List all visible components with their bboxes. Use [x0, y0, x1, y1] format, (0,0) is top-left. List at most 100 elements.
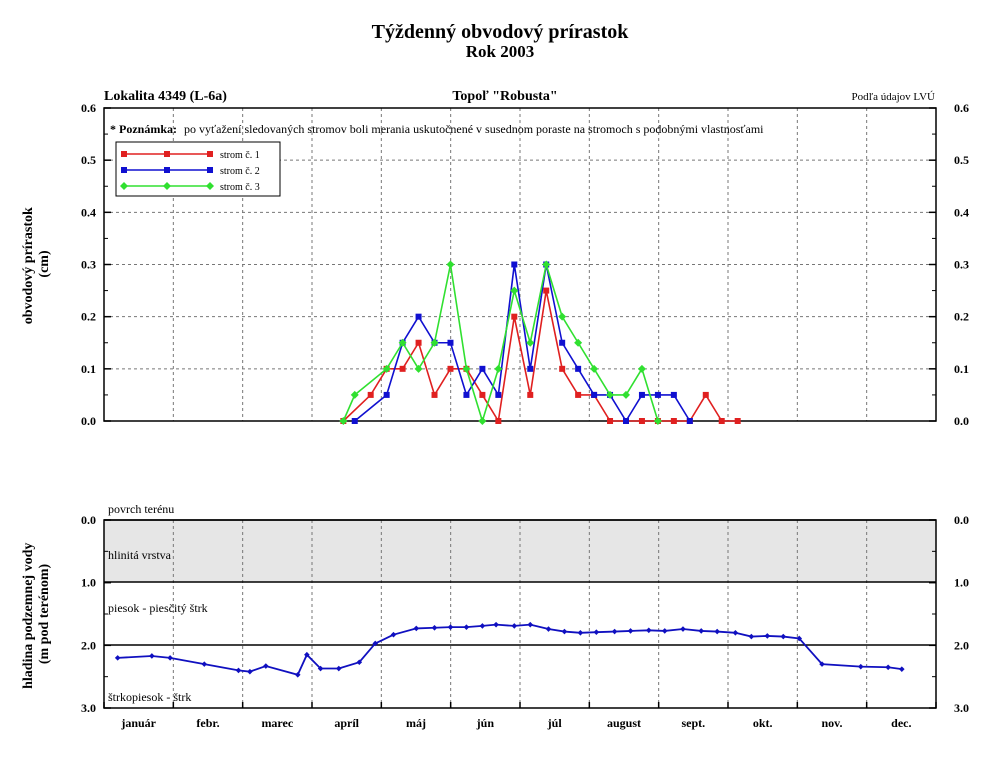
groundwater-point: [247, 668, 253, 675]
month-label: dec.: [891, 716, 911, 730]
groundwater-point: [899, 666, 905, 672]
series-3-point: [478, 417, 487, 425]
y-tick-label-right: 0.2: [954, 310, 969, 324]
series-1-point: [638, 418, 645, 424]
y-tick-label-left: 0.1: [81, 362, 96, 376]
series-2-point: [670, 391, 677, 398]
y-tick-label-left: 0.2: [81, 310, 96, 324]
legend-marker-3: [163, 182, 171, 190]
month-label: febr.: [196, 716, 219, 730]
series-2-point: [575, 365, 582, 372]
legend-marker-2: [207, 167, 213, 173]
series-3-point: [462, 364, 471, 373]
series-1-point: [575, 391, 582, 398]
source-label: Podľa údajov LVÚ: [851, 91, 935, 103]
series-2-point: [654, 391, 661, 398]
tree-type-label: Topoľ "Robusta": [452, 89, 557, 104]
groundwater-point: [577, 630, 584, 636]
groundwater-point: [680, 626, 686, 632]
gravel-label: štrkopiesok - štrk: [108, 690, 191, 704]
legend-marker-2: [164, 167, 170, 173]
groundwater-point: [627, 628, 634, 634]
month-label: máj: [406, 716, 426, 730]
series-2-point: [559, 339, 566, 346]
upper-series: [339, 260, 741, 425]
legend-label-3: strom č. 3: [220, 182, 260, 193]
month-label: okt.: [753, 716, 773, 730]
lower-ylabel-line1: hladina podzemnej vody: [21, 543, 36, 689]
y-tick-label-right: 0.3: [954, 258, 969, 272]
y-tick-label-left: 0.4: [81, 205, 96, 219]
series-1-point: [511, 313, 518, 320]
groundwater-point: [335, 665, 342, 672]
legend-marker-1: [164, 151, 170, 157]
groundwater-point: [611, 628, 618, 635]
groundwater-point: [645, 627, 652, 634]
series-3-point: [494, 364, 503, 373]
groundwater-point: [561, 628, 568, 635]
series-3-point: [382, 364, 391, 373]
groundwater-line: [117, 623, 902, 676]
series-3-point: [339, 417, 348, 425]
legend-marker-2: [121, 167, 127, 173]
series-3-point: [653, 417, 662, 425]
groundwater-point: [294, 671, 301, 678]
y-tick-label-right: 0.0: [954, 414, 969, 428]
y-tick-label-right: 3.0: [954, 701, 969, 715]
series-3-point: [542, 260, 551, 269]
upper-axes: 0.0 0.0 0.1 0.1 0.2 0.2 0.3 0.3 0.4 0.4 0.5 0.5 0.6 0…: [81, 101, 969, 428]
series-2-point: [527, 365, 534, 372]
groundwater-point: [263, 663, 269, 669]
series-2-point: [447, 339, 454, 346]
y-tick-label-right: 2.0: [954, 638, 969, 652]
series-2-point: [622, 418, 629, 424]
series-3-line: [342, 264, 659, 424]
series-2-point: [463, 391, 470, 398]
groundwater-point: [235, 667, 242, 674]
series-1-point: [559, 365, 566, 372]
series-1-point: [399, 365, 406, 372]
clay-label: hlinitá vrstva: [108, 548, 172, 562]
legend-marker-1: [207, 151, 213, 157]
groundwater-point: [885, 664, 891, 671]
series-3-point: [414, 364, 423, 373]
groundwater-point: [201, 661, 208, 667]
note-label: * Poznámka:: [110, 122, 177, 136]
groundwater-point: [390, 631, 397, 638]
groundwater-point: [431, 624, 438, 631]
groundwater-point: [796, 635, 803, 642]
month-label: jún: [476, 716, 495, 730]
groundwater-point: [413, 625, 420, 632]
chart-subtitle: Rok 2003: [466, 42, 534, 61]
location-label: Lokalita 4349 (L-6a): [104, 89, 227, 104]
y-tick-label-right: 1.0: [954, 576, 969, 590]
series-2-point: [511, 261, 518, 268]
series-3-point: [590, 364, 599, 373]
legend-marker-3: [206, 182, 214, 190]
y-tick-label-right: 0.0: [954, 513, 969, 527]
series-1-point: [447, 365, 454, 372]
groundwater-point: [698, 628, 705, 634]
groundwater-point: [493, 621, 499, 628]
month-label: apríl: [334, 716, 359, 730]
month-label: marec: [261, 716, 293, 730]
upper-ylabel-line2: (cm): [37, 250, 52, 278]
groundwater-point: [748, 633, 755, 640]
legend-label-1: strom č. 1: [220, 150, 260, 161]
y-tick-label-left: 0.0: [81, 513, 96, 527]
series-1-point: [527, 391, 534, 398]
groundwater-point: [317, 665, 324, 672]
lower-ylabel-line2: (m pod terénom): [37, 564, 52, 665]
lower-grid: [172, 520, 868, 708]
sand-label: piesok - piesčitý štrk: [108, 601, 208, 615]
series-3-point: [430, 338, 439, 347]
legend-marker-3: [120, 182, 128, 190]
groundwater-point: [780, 633, 787, 640]
series-3-point: [398, 338, 407, 347]
groundwater-point: [593, 629, 600, 635]
month-labels: január febr. marec apríl máj jún júl august sept…: [120, 716, 911, 730]
y-tick-label-left: 1.0: [81, 576, 96, 590]
groundwater-point: [511, 623, 518, 629]
y-tick-label-right: 0.4: [954, 205, 969, 219]
series-3-point: [637, 364, 646, 373]
